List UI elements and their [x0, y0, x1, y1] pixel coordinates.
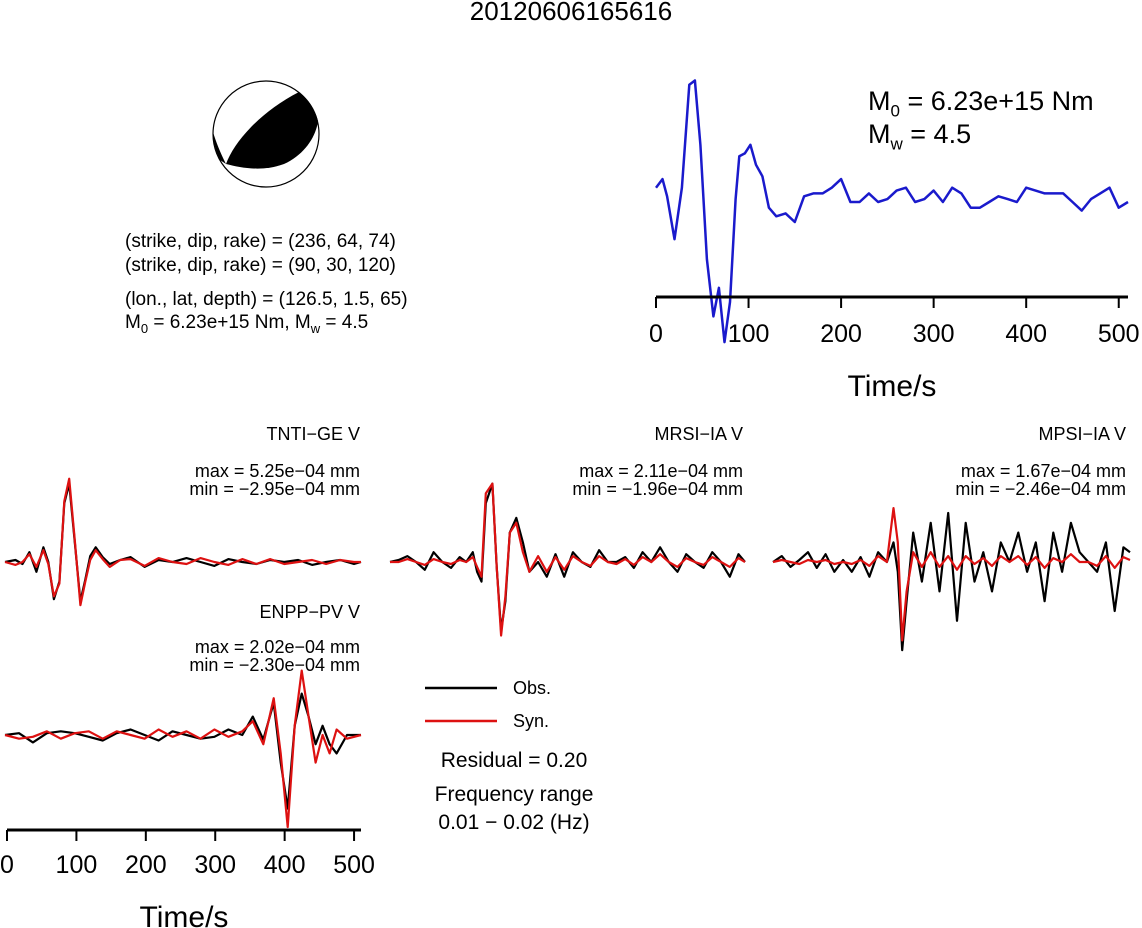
waveform-tick-label: 0 [0, 851, 14, 879]
station-name-mrsi: MRSI−IA V [654, 424, 743, 444]
stf-tick-label: 500 [1098, 320, 1140, 348]
station-max-mpsi: max = 1.67e−04 mm [960, 461, 1126, 481]
syn-trace-mrsi [390, 482, 746, 637]
page-title: 20120606165616 [469, 0, 673, 26]
station-name-mpsi: MPSI−IA V [1038, 424, 1126, 444]
stf-tick-label: 0 [649, 320, 663, 348]
station-min-mrsi: min = −1.96e−04 mm [572, 479, 743, 499]
syn-trace-mpsi [772, 507, 1131, 642]
stf-magnitude-label: Mw = 4.5 [868, 119, 972, 154]
syn-trace-tnti [4, 477, 361, 607]
legend-obs-label: Obs. [513, 678, 551, 698]
beachball-small-quadrant [213, 132, 226, 164]
obs-trace-mpsi [772, 511, 1131, 652]
nodal-plane-2-text: (strike, dip, rake) = (90, 30, 120) [125, 255, 396, 276]
syn-trace-enpp [4, 669, 362, 829]
stf-tick-label: 200 [820, 320, 862, 348]
frequency-range-value: 0.01 − 0.02 (Hz) [438, 811, 590, 834]
stf-axis-title: Time/s [848, 370, 937, 403]
station-min-mpsi: min = −2.46e−04 mm [955, 479, 1126, 499]
hypocenter-text: (lon., lat, depth) = (126.5, 1.5, 65) [125, 289, 408, 310]
stf-tick-label: 400 [1005, 320, 1047, 348]
nodal-plane-1-text: (strike, dip, rake) = (236, 64, 74) [125, 231, 396, 252]
stf-moment-label: M0 = 6.23e+15 Nm [868, 86, 1094, 121]
waveform-tick-label: 200 [125, 851, 167, 879]
beachball-compressional-quadrant [226, 92, 318, 169]
obs-trace-mrsi [389, 482, 746, 632]
waveform-tick-label: 500 [333, 851, 375, 879]
station-name-tnti: TNTI−GE V [266, 424, 360, 444]
stf-line [655, 79, 1129, 344]
legend-syn-label: Syn. [513, 711, 549, 731]
waveform-tick-label: 400 [264, 851, 306, 879]
waveform-tick-label: 100 [56, 851, 98, 879]
stf-tick-label: 100 [728, 320, 770, 348]
station-max-tnti: max = 5.25e−04 mm [194, 461, 360, 481]
station-min-enpp: min = −2.30e−04 mm [189, 655, 360, 675]
moment-text: M0 = 6.23e+15 Nm, Mw = 4.5 [125, 312, 369, 336]
station-max-enpp: max = 2.02e−04 mm [194, 637, 360, 657]
station-max-mrsi: max = 2.11e−04 mm [579, 461, 743, 481]
station-name-enpp: ENPP−PV V [259, 602, 360, 622]
stf-tick-label: 300 [913, 320, 955, 348]
residual-text: Residual = 0.20 [440, 749, 588, 772]
waveform-axis-title: Time/s [140, 901, 229, 928]
frequency-range-title: Frequency range [434, 783, 594, 806]
focal-mechanism-beachball [212, 80, 320, 188]
station-min-tnti: min = −2.95e−04 mm [189, 479, 360, 499]
waveform-tick-label: 300 [194, 851, 236, 879]
